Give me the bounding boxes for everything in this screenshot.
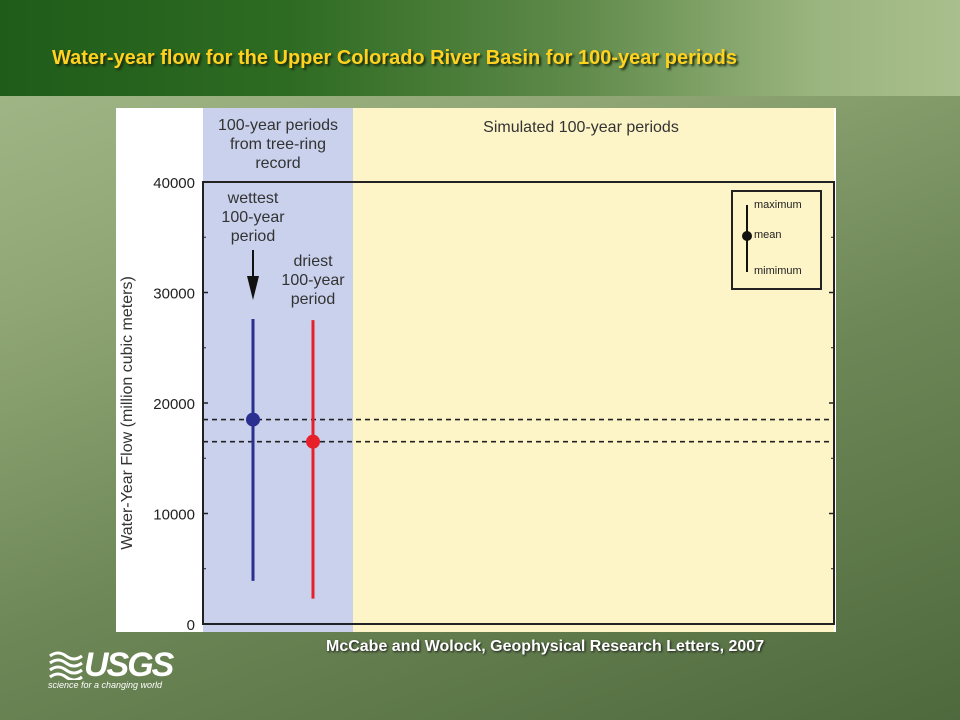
y-tick-label: 40000: [153, 175, 195, 192]
title-band: [0, 0, 960, 96]
citation: McCabe and Wolock, Geophysical Research …: [326, 638, 765, 655]
wettest-label: period: [231, 228, 275, 245]
chart-panel: 100-year periods from tree-ring record Simu…: [116, 108, 836, 634]
tree-ring-region-label: record: [255, 155, 300, 172]
y-tick-label: 30000: [153, 286, 195, 303]
driest-label: period: [291, 291, 335, 308]
tree-ring-region-label: 100-year periods: [218, 117, 338, 134]
series-mean-0: [246, 412, 260, 427]
series-mean-1: [306, 434, 320, 449]
slide-title: Water-year flow for the Upper Colorado R…: [52, 47, 737, 69]
tree-ring-region: [203, 108, 353, 632]
wettest-label: 100-year: [221, 209, 285, 226]
driest-label: driest: [293, 253, 333, 270]
legend-mean-marker: [742, 231, 752, 241]
legend-mean: mean: [754, 229, 782, 241]
flow-chart: 100-year periods from tree-ring record Simu…: [119, 108, 835, 634]
y-tick-label: 0: [187, 617, 195, 632]
legend-box: [731, 190, 822, 290]
logo-wordmark: USGS: [84, 646, 174, 684]
simulated-region: [353, 108, 834, 632]
simulated-region-label: Simulated 100-year periods: [483, 119, 679, 136]
usgs-logo: USGS science for a changing world: [48, 646, 178, 696]
tree-ring-region-label: from tree-ring: [230, 136, 326, 153]
y-tick-label: 20000: [153, 396, 195, 413]
legend-minimum: mimimum: [754, 265, 802, 277]
driest-label: 100-year: [281, 272, 345, 289]
logo-tagline: science for a changing world: [48, 680, 163, 690]
usgs-wave-icon: [49, 651, 83, 680]
legend-maximum: maximum: [754, 199, 802, 211]
wettest-label: wettest: [227, 190, 279, 207]
y-axis-label: Water-Year Flow (million cubic meters): [119, 276, 136, 550]
wettest-arrow-head: [247, 276, 259, 300]
y-tick-label: 10000: [153, 507, 195, 524]
